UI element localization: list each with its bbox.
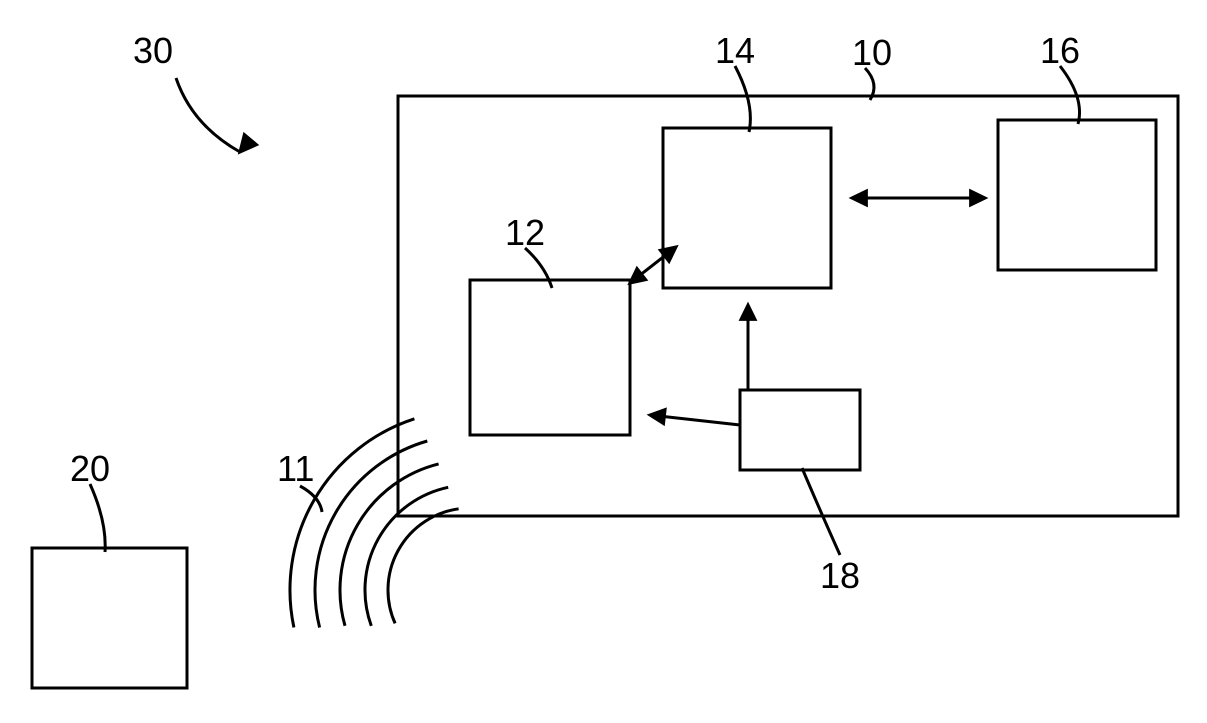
label-18: 18 xyxy=(820,555,860,597)
diagram-svg xyxy=(0,0,1207,723)
label-12: 12 xyxy=(505,212,545,254)
label-14: 14 xyxy=(715,30,755,72)
label-10: 10 xyxy=(852,32,892,74)
label-20: 20 xyxy=(70,448,110,490)
diagram-root: 30 14 10 16 12 20 11 18 xyxy=(0,0,1207,723)
label-11: 11 xyxy=(277,448,314,490)
label-30: 30 xyxy=(133,30,173,72)
label-16: 16 xyxy=(1040,30,1080,72)
